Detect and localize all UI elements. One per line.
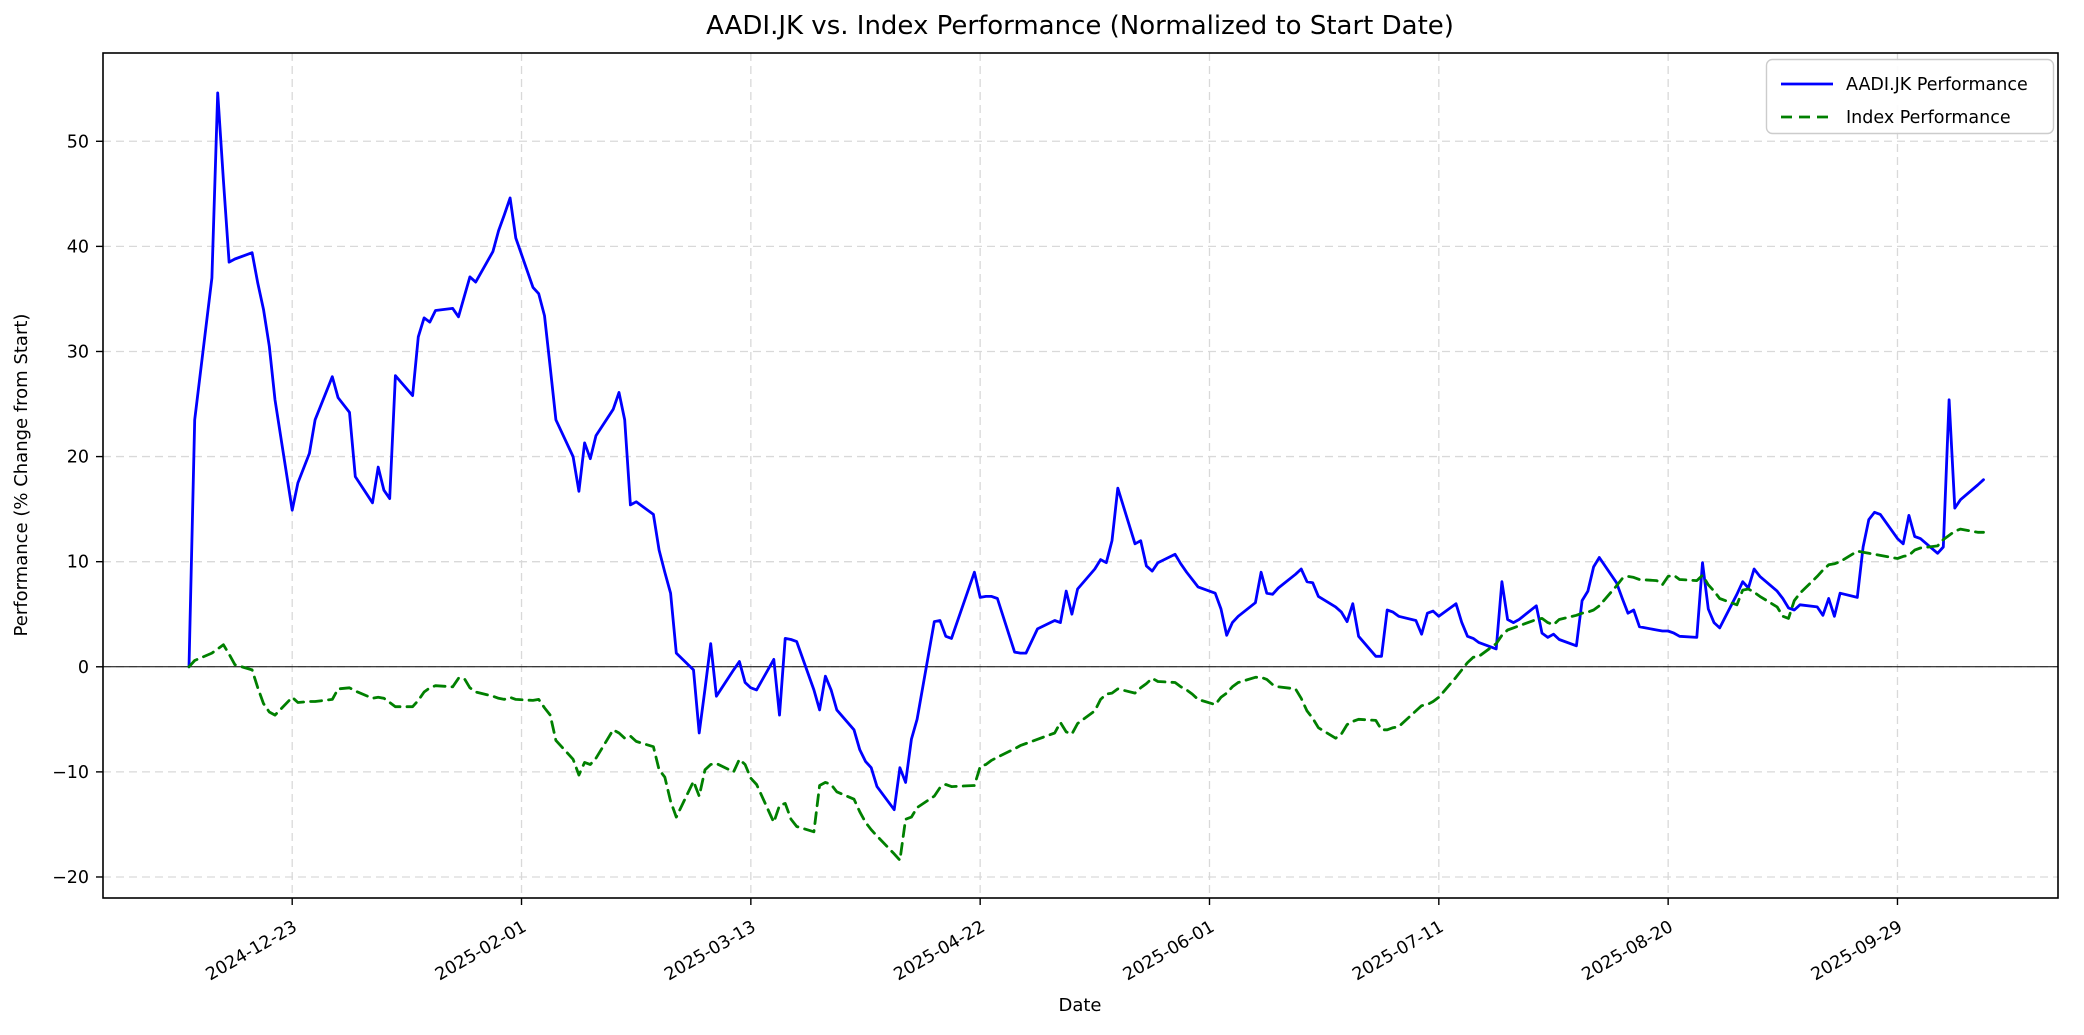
data-series — [187, 91, 1985, 862]
y-tick-label: 20 — [67, 448, 89, 468]
y-tick-label: 30 — [67, 342, 89, 362]
y-tick-label: 0 — [78, 658, 89, 678]
x-tick-label: 2025-09-29 — [1808, 917, 1906, 985]
legend-box — [1765, 58, 2055, 135]
legend: AADI.JK Performance Index Performance — [1765, 58, 2055, 135]
x-tick-label: 2025-08-20 — [1579, 917, 1677, 985]
y-tick-label: 10 — [67, 553, 89, 573]
x-tick-label: 2025-06-01 — [1120, 917, 1218, 985]
x-axis: 2024-12-23 2025-02-01 2025-03-13 2025-04-22… — [203, 898, 1906, 985]
plot-frame — [102, 52, 2059, 899]
index-performance-line — [187, 527, 1985, 862]
x-tick-label: 2025-02-01 — [432, 917, 530, 985]
chart-title: AADI.JK vs. Index Performance (Normalize… — [706, 11, 1454, 41]
y-tick-label: −20 — [52, 868, 89, 888]
y-tick-label: 50 — [67, 132, 89, 152]
aadi-performance-line — [187, 91, 1985, 812]
legend-label-index: Index Performance — [1846, 108, 2011, 128]
grid-lines — [103, 53, 2058, 898]
y-tick-label: 40 — [67, 237, 89, 257]
y-axis-title: Performance (% Change from Start) — [11, 314, 32, 637]
y-axis: −20 −10 0 10 20 30 40 50 — [52, 132, 103, 888]
x-tick-label: 2025-03-13 — [661, 917, 759, 985]
x-tick-label: 2024-12-23 — [203, 917, 301, 985]
x-axis-title: Date — [1058, 995, 1101, 1016]
y-tick-label: −10 — [52, 763, 89, 783]
x-tick-label: 2025-07-11 — [1349, 917, 1447, 985]
x-tick-label: 2025-04-22 — [891, 917, 989, 985]
legend-label-aadi: AADI.JK Performance — [1846, 75, 2028, 95]
